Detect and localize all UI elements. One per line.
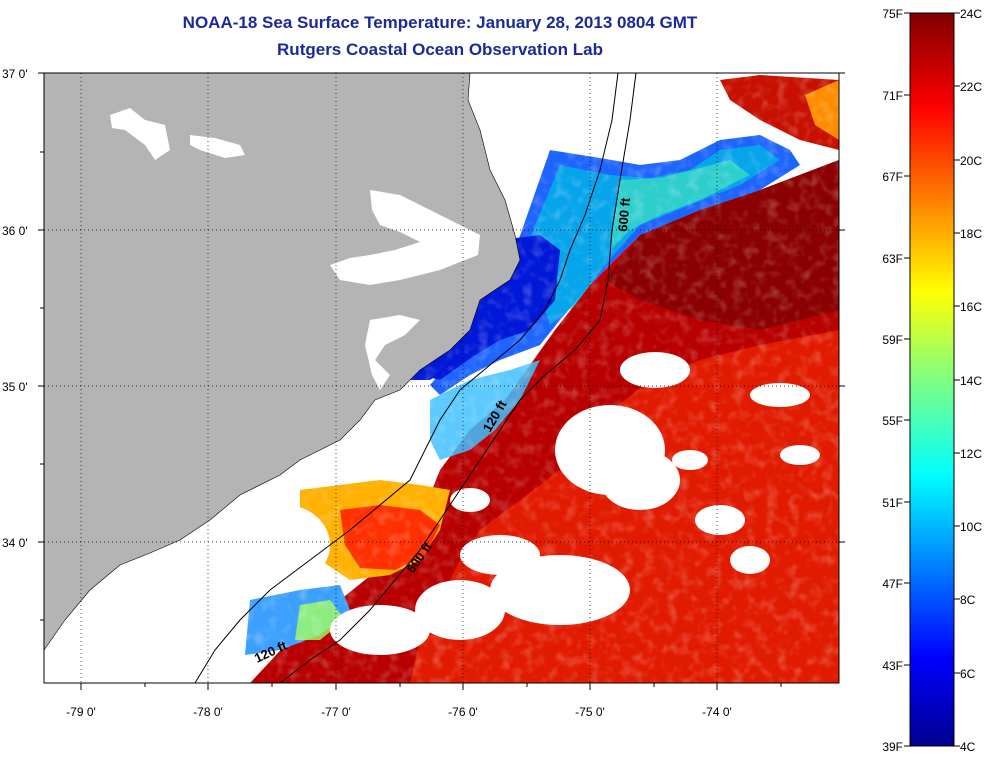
- colorbar-c-label: 18C: [960, 227, 982, 241]
- latitude-label-37: 37 0': [2, 67, 28, 81]
- colorbar-f-label: 47F: [882, 577, 903, 591]
- colorbar-c-label: 6C: [960, 667, 976, 681]
- colorbar-c-label: 10C: [960, 520, 982, 534]
- longitude-label-77: -77 0': [321, 705, 351, 719]
- colorbar-c-label: 12C: [960, 447, 982, 461]
- colorbar-f-label: 63F: [882, 252, 903, 266]
- longitude-label-79: -79 0': [66, 705, 96, 719]
- latitude-label-34: 34 0': [2, 536, 28, 550]
- colorbar-c-label: 4C: [960, 740, 976, 754]
- colorbar-f-label: 67F: [882, 170, 903, 184]
- colorbar-c-label: 8C: [960, 593, 976, 607]
- colorbar-c-label: 14C: [960, 374, 982, 388]
- isobath-label-600ft-north: 600 ft: [615, 196, 633, 232]
- colorbar-f-label: 59F: [882, 333, 903, 347]
- colorbar-f-label: 39F: [882, 740, 903, 754]
- longitude-label-76: -76 0': [448, 705, 478, 719]
- map-title: NOAA-18 Sea Surface Temperature: January…: [182, 13, 698, 32]
- colorbar-f-label: 71F: [882, 89, 903, 103]
- colorbar-f-label: 75F: [882, 7, 903, 21]
- colorbar-c-label: 16C: [960, 300, 982, 314]
- colorbar-f-label: 51F: [882, 496, 903, 510]
- longitude-label-75: -75 0': [575, 705, 605, 719]
- colorbar-c-label: 20C: [960, 154, 982, 168]
- colorbar-f-label: 55F: [882, 414, 903, 428]
- latitude-label-35: 35 0': [2, 380, 28, 394]
- colorbar-c-label: 24C: [960, 7, 982, 21]
- temperature-colorbar: 75F 71F 67F 63F 59F 55F 51F 47F 43F 39F …: [882, 7, 982, 754]
- longitude-label-74: -74 0': [702, 705, 732, 719]
- colorbar-f-label: 43F: [882, 659, 903, 673]
- inland-water: [110, 105, 505, 390]
- axis-ticks: [38, 72, 845, 690]
- plot-frame: [43, 72, 840, 684]
- sst-plot-area: [44, 73, 839, 683]
- colorbar-c-label: 22C: [960, 80, 982, 94]
- longitude-label-78: -78 0': [193, 705, 223, 719]
- map-subtitle: Rutgers Coastal Ocean Observation Lab: [277, 40, 603, 59]
- latitude-label-36: 36 0': [2, 224, 28, 238]
